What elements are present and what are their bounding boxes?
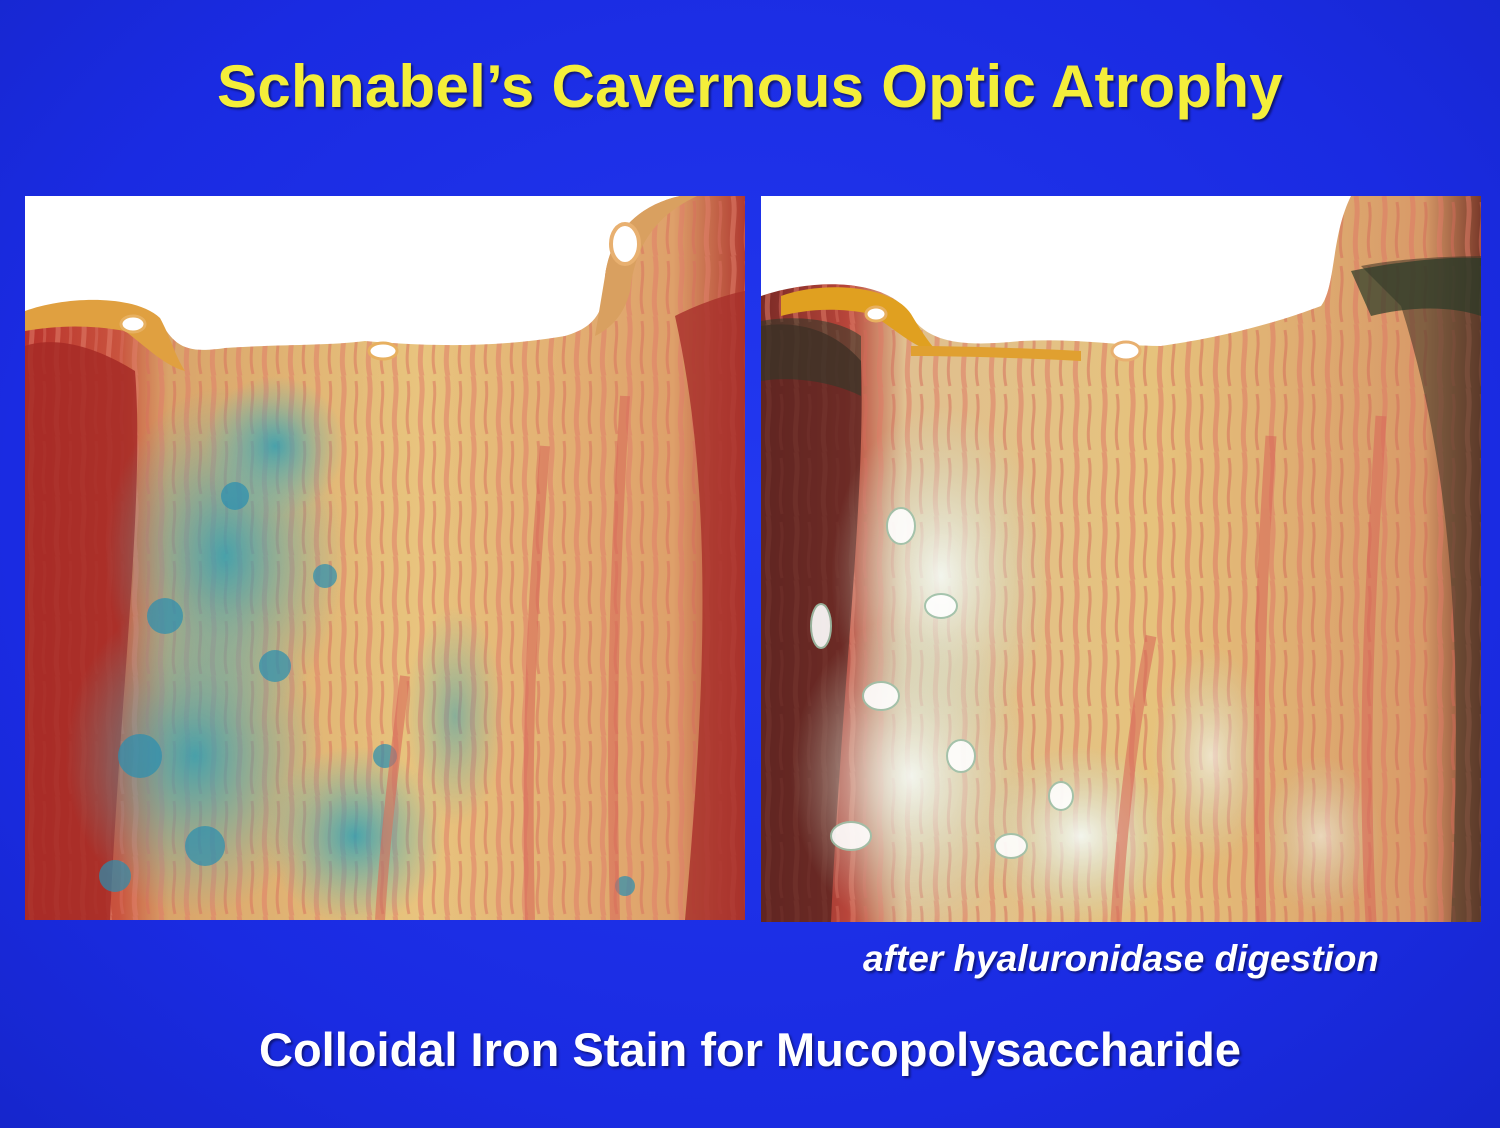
micrograph-after-digestion (761, 196, 1481, 922)
right-panel-caption: after hyaluronidase digestion (862, 938, 1380, 979)
slide-subtitle: Colloidal Iron Stain for Mucopolysacchar… (259, 1023, 1241, 1076)
micrograph-left-image (25, 196, 745, 920)
micrograph-right-image (761, 196, 1481, 922)
micrograph-colloidal-iron (25, 196, 745, 920)
slide-title: Schnabel’s Cavernous Optic Atrophy (217, 53, 1283, 120)
